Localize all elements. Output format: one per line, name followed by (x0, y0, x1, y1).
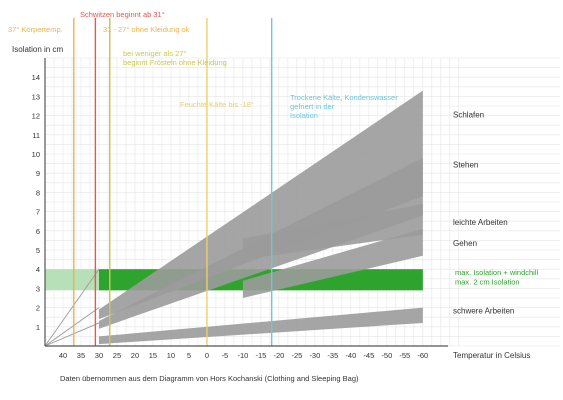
x-tick-label: 30 (95, 351, 103, 360)
x-tick-label: -45 (363, 351, 374, 360)
x-tick-label: -20 (273, 351, 284, 360)
x-tick-label: 5 (187, 351, 191, 360)
area-schwere-arbeiten (98, 307, 423, 345)
x-tick-label: -30 (309, 351, 320, 360)
x-tick-label: -35 (327, 351, 338, 360)
ref-label-37-k-rpertemp: 37° Körpertemp. (8, 25, 63, 34)
ref-label-bei-weniger-als-27-beginnt-fr-steln-ohne-kleidung: bei weniger als 27° beginnt Frösteln ohne… (123, 49, 227, 67)
ref-label-trockene-k-lte-kondenswasser-gefriert-in-der-isolation: Trockene Kälte, Kondenswasser gefriert in… (290, 93, 398, 120)
axes (44, 58, 448, 347)
area-leichte-arbeiten (242, 203, 423, 260)
area-schlafen (98, 90, 423, 320)
footnote: Daten übernommen aus dem Diagramm von Ho… (60, 374, 359, 383)
y-tick-label: 6 (36, 227, 40, 236)
x-tick-label: -55 (399, 351, 410, 360)
y-axis-title: Isolation in cm (12, 45, 63, 54)
y-tick-label: 5 (36, 246, 40, 255)
ref-label-31-27-ohne-kleidung-ok: 31 - 27° ohne Kleidung ok (103, 25, 190, 34)
x-tick-label: -5 (222, 351, 229, 360)
area-gehen (242, 228, 423, 298)
x-tick-label: -10 (237, 351, 248, 360)
ref-label-schwitzen-beginnt-ab-31: Schwitzen beginnt ab 31° (80, 10, 165, 19)
guide-lines (44, 268, 100, 347)
y-tick-label: 7 (36, 208, 40, 217)
x-tick-label: -60 (417, 351, 428, 360)
y-tick-label: 11 (32, 131, 40, 140)
x-tick-label: 15 (149, 351, 157, 360)
reference-lines (73, 18, 273, 346)
x-tick-label: -25 (291, 351, 302, 360)
y-tick-label: 3 (36, 284, 40, 293)
x-axis-title: Temperatur in Celsius (453, 351, 530, 360)
guide-line-1 (44, 307, 100, 347)
reference-line-labels: 37° Körpertemp. Schwitzen beginnt ab 31° 3… (8, 10, 398, 120)
y-tick-label: 2 (36, 304, 40, 313)
series-labels: Schlafen Stehen leichte Arbeiten Gehen schwe… (453, 111, 514, 316)
x-tick-label: 35 (77, 351, 85, 360)
y-tick-label: 8 (36, 188, 40, 197)
series-label-schlafen: Schlafen (453, 111, 484, 120)
x-tick-label: 20 (131, 351, 139, 360)
y-tick-label: 4 (36, 265, 40, 274)
ref-label-feuchte-k-lte-bis-18: Feuchte Kälte bis -18° (180, 100, 254, 109)
y-tick-label: 10 (32, 150, 40, 159)
x-tick-label: -50 (381, 351, 392, 360)
series-label-gehen: Gehen (453, 239, 477, 248)
series-label-schwere-arbeiten: schwere Arbeiten (453, 306, 514, 315)
y-tick-label: 14 (32, 73, 40, 82)
series-label-leichte-arbeiten: leichte Arbeiten (453, 218, 508, 227)
x-tick-label: -15 (255, 351, 266, 360)
x-tick-label: 0 (205, 351, 209, 360)
y-tick-label: 9 (36, 169, 40, 178)
series-label-stehen: Stehen (453, 160, 478, 169)
guide-line-0 (44, 268, 100, 347)
x-tick-labels: 40 35 30 25 20 15 10 5 0 -5 -10 -15 -20 -25 -30 -35 -40-… (59, 351, 428, 360)
x-tick-label: 40 (59, 351, 67, 360)
y-tick-label: 1 (36, 323, 40, 332)
band-label-0: max. Isolation + windchill (455, 268, 538, 277)
y-tick-label: 12 (32, 112, 40, 121)
x-tick-label: 10 (167, 351, 175, 360)
guide-line-2 (44, 322, 100, 347)
y-tick-label: 13 (32, 92, 40, 101)
x-tick-label: -40 (345, 351, 356, 360)
band-label-1: max. 2 cm Isolation (455, 278, 520, 287)
x-tick-label: 25 (113, 351, 121, 360)
activity-areas (98, 90, 423, 345)
